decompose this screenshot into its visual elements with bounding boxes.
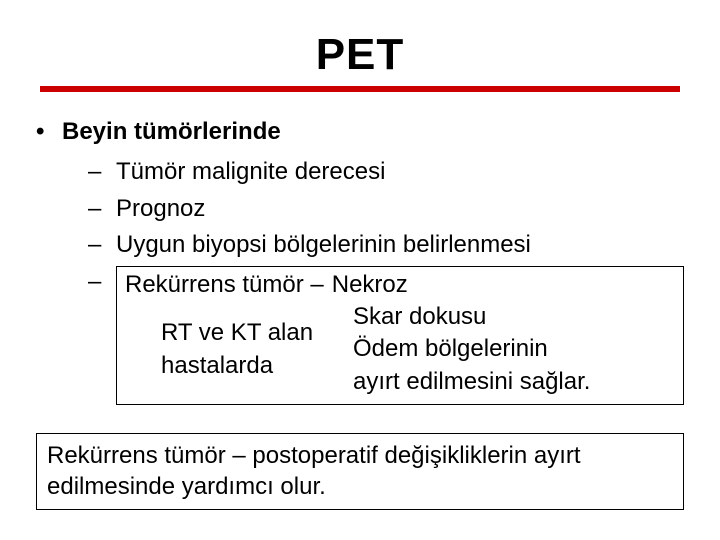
- slide-body: Beyin tümörlerinde Tümör malignite derec…: [36, 116, 684, 510]
- sub-d-right2: Skar dokusu: [353, 301, 675, 333]
- box2-text: Rekürrens tümör – postoperatif değişikli…: [47, 442, 581, 500]
- sub-item-c: Uygun biyopsi bölgelerinin belirlenmesi: [88, 229, 684, 261]
- sub-item-d: Rekürrens tümör – Nekroz RT ve KT alan h…: [88, 266, 684, 406]
- sub-d-right4: ayırt edilmesini sağlar.: [353, 366, 675, 398]
- box1-left-line2: hastalarda: [125, 350, 353, 382]
- slide-title: PET: [312, 30, 409, 82]
- bullet-item-1: Beyin tümörlerinde Tümör malignite derec…: [36, 116, 684, 405]
- box1-left-col: RT ve KT alan hastalarda: [125, 301, 353, 398]
- bullet-1-text: Beyin tümörlerinde: [62, 118, 281, 145]
- box1-right-col: Skar dokusu Ödem bölgelerinin ayırt edil…: [353, 301, 675, 398]
- bullet-list: Beyin tümörlerinde Tümör malignite derec…: [36, 116, 684, 405]
- sub-d-right1: Nekroz: [332, 269, 675, 301]
- title-block: PET: [36, 30, 684, 92]
- sub-item-b: Prognoz: [88, 193, 684, 225]
- sub-d-left: Rekürrens tümör –: [125, 269, 332, 301]
- sub-d-right3: Ödem bölgelerinin: [353, 333, 675, 365]
- box1-left-line1: RT ve KT alan: [125, 317, 353, 349]
- highlight-box-1: Rekürrens tümör – Nekroz RT ve KT alan h…: [116, 266, 684, 406]
- title-underline: [40, 86, 680, 92]
- sub-d-row1: Rekürrens tümör – Nekroz: [125, 269, 675, 301]
- box1-inner: RT ve KT alan hastalarda Skar dokusu Öde…: [125, 301, 675, 398]
- sub-item-a: Tümör malignite derecesi: [88, 156, 684, 188]
- slide: PET Beyin tümörlerinde Tümör malignite d…: [0, 0, 720, 540]
- sub-list: Tümör malignite derecesi Prognoz Uygun b…: [88, 156, 684, 405]
- highlight-box-2: Rekürrens tümör – postoperatif değişikli…: [36, 433, 684, 509]
